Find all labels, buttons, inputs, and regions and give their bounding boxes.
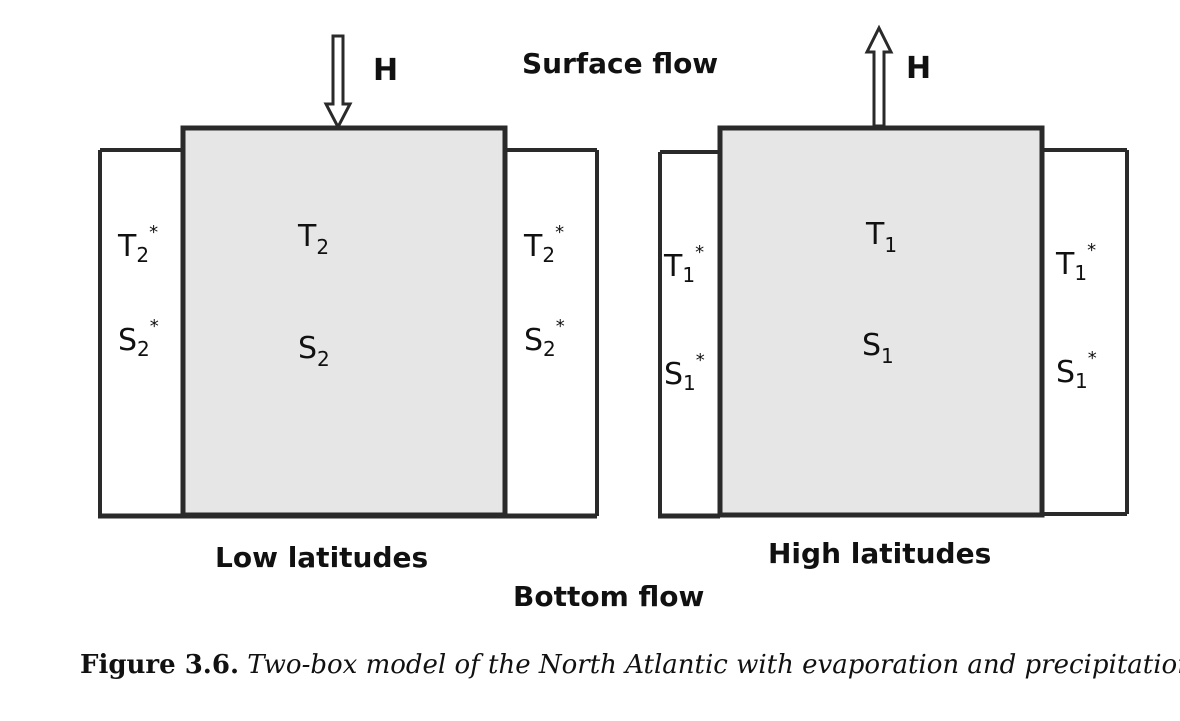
low-outer-right-salinity: S2*	[524, 316, 565, 361]
high-outer-right-temperature: T1*	[1055, 240, 1096, 285]
high-latitudes-label: High latitudes	[768, 537, 991, 570]
heat-in-arrow-icon	[323, 34, 353, 131]
high-latitude-box	[717, 125, 1045, 518]
figure-number: Figure 3.6.	[80, 650, 239, 680]
surface-flow-label: Surface flow	[522, 47, 718, 80]
low-box-temperature: T2	[297, 219, 329, 259]
high-box-temperature: T1	[865, 217, 897, 257]
low-outer-right-temperature: T2*	[523, 222, 564, 267]
low-latitude-box	[180, 125, 508, 518]
high-outer-left-temperature: T1*	[663, 242, 704, 287]
high-outer-right-salinity: S1*	[1056, 348, 1097, 393]
heat-in-label: H	[373, 53, 398, 88]
bottom-flow-label: Bottom flow	[513, 580, 704, 613]
heat-out-label: H	[906, 51, 931, 86]
heat-out-arrow-icon	[864, 24, 894, 128]
low-box-salinity: S2	[298, 331, 330, 371]
figure-caption: Figure 3.6. Two-box model of the North A…	[80, 650, 1180, 680]
high-outer-left-salinity: S1*	[664, 350, 705, 395]
low-outer-left-temperature: T2*	[117, 222, 158, 267]
low-latitudes-label: Low latitudes	[215, 541, 428, 574]
high-box-salinity: S1	[862, 328, 894, 368]
figure-caption-text: Two-box model of the North Atlantic with…	[247, 650, 1180, 680]
high-latitude-reservoir	[658, 148, 1129, 519]
low-latitude-reservoir	[98, 148, 599, 519]
low-outer-left-salinity: S2*	[118, 316, 159, 361]
